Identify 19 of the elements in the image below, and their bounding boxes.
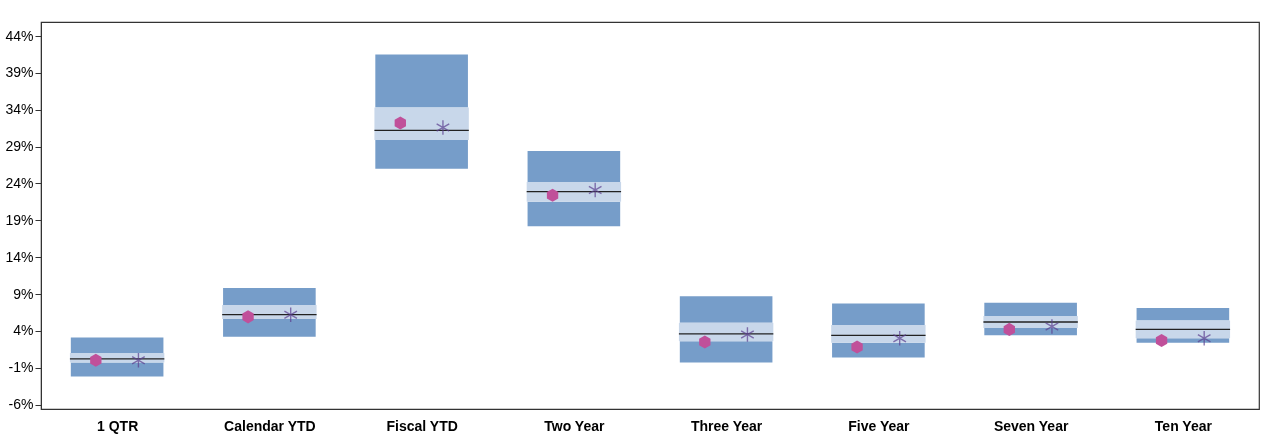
- x-tick-label: Ten Year: [1154, 417, 1213, 434]
- y-tick-label: 39%: [5, 64, 34, 81]
- y-tick-label: 24%: [5, 174, 34, 191]
- y-tick-label: 29%: [5, 138, 34, 155]
- x-tick-label: 1 QTR: [97, 417, 139, 434]
- x-tick-label: Calendar YTD: [224, 417, 316, 434]
- y-tick-label: -1%: [8, 359, 34, 376]
- x-tick-label: Two Year: [544, 417, 606, 434]
- y-tick-label: 44%: [5, 27, 34, 44]
- y-tick-label: -6%: [8, 396, 34, 413]
- y-tick-label: 19%: [5, 211, 34, 228]
- x-tick-label: Fiscal YTD: [386, 417, 458, 434]
- x-tick-label: Five Year: [848, 417, 911, 434]
- y-tick-label: 14%: [5, 248, 34, 265]
- y-tick-label: 9%: [13, 285, 34, 302]
- x-tick-label: Three Year: [690, 417, 763, 434]
- x-tick-label: Seven Year: [993, 417, 1069, 434]
- y-tick-label: 34%: [5, 101, 34, 118]
- y-tick-label: 4%: [13, 322, 34, 339]
